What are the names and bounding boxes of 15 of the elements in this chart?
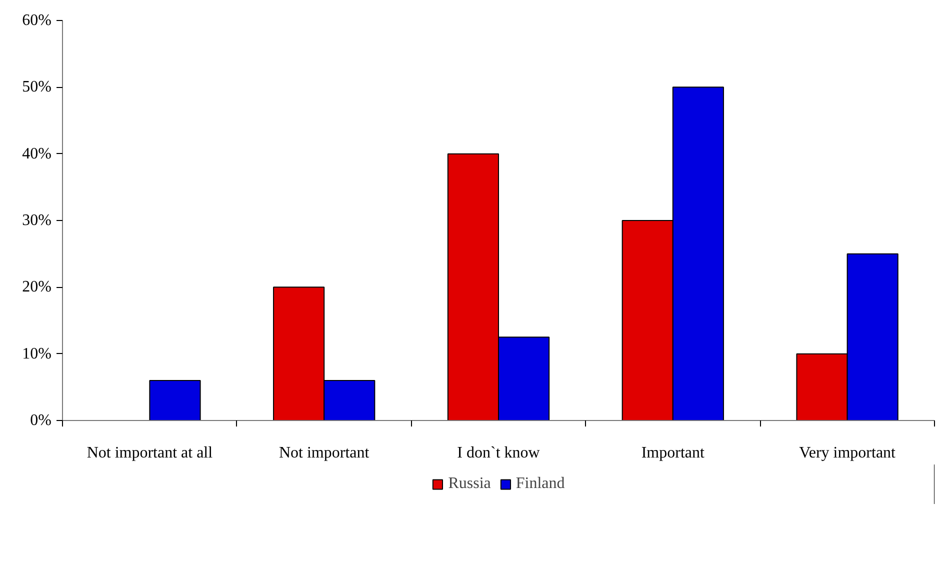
x-tick-label: Important xyxy=(641,444,705,462)
bar xyxy=(149,380,201,420)
x-tick-label: Very important xyxy=(799,444,896,462)
x-tick-label: I don`t know xyxy=(457,444,540,462)
legend-label: Finland xyxy=(516,475,565,493)
y-tick-label: 50% xyxy=(22,78,52,96)
y-tick-label: 10% xyxy=(22,345,52,362)
x-tick-label: Not important at all xyxy=(86,444,214,462)
y-tick-label: 60% xyxy=(22,12,52,29)
legend-label: Russia xyxy=(448,475,491,493)
y-tick-label: 30% xyxy=(22,212,52,229)
x-tick-label: Not important xyxy=(278,444,370,462)
y-tick-label: 20% xyxy=(22,278,52,296)
y-tick-label: 0% xyxy=(30,412,52,429)
y-tick-label: 40% xyxy=(22,145,52,162)
